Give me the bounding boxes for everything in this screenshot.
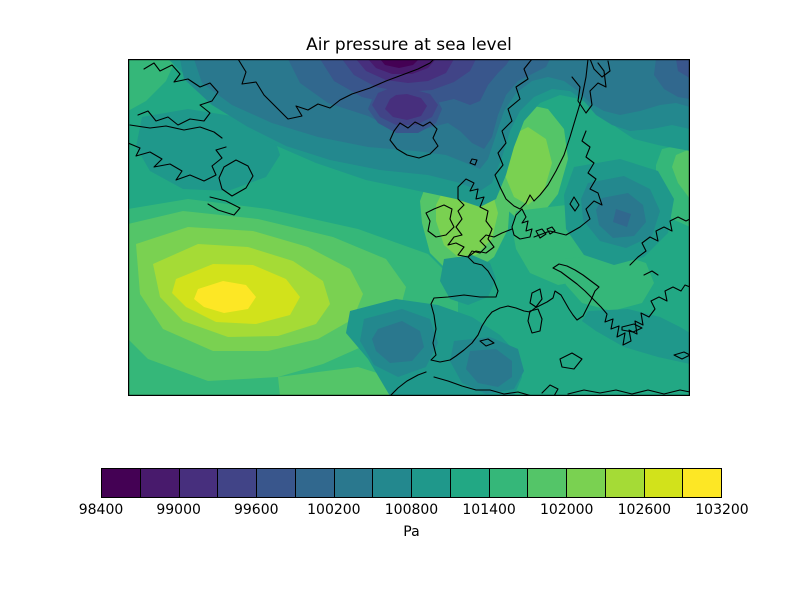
coastline-morocco xyxy=(389,371,427,396)
colorbar-tick-label: 98400 xyxy=(78,502,124,518)
contour-region xyxy=(194,281,256,313)
coastline-labrador xyxy=(128,142,227,182)
coastline-sicily xyxy=(559,352,583,370)
contour-region xyxy=(372,321,424,363)
colorbar-segment xyxy=(178,469,218,497)
coastline-denmark xyxy=(511,208,533,240)
colorbar-segment xyxy=(294,469,334,497)
colorbar-segment xyxy=(333,469,373,497)
colorbar-unit-label: Pa xyxy=(403,524,420,540)
colorbar-segment xyxy=(411,469,450,497)
contour-region xyxy=(613,209,631,227)
map-border xyxy=(128,59,690,396)
contour-region xyxy=(380,59,419,68)
colorbar-tick-label: 103200 xyxy=(695,502,749,518)
colorbar-segment xyxy=(682,469,721,497)
colorbar xyxy=(101,468,722,498)
contour-region xyxy=(385,94,427,120)
contour-region xyxy=(440,255,496,305)
colorbar-tick-label: 99000 xyxy=(156,502,201,518)
coastline-tunisia xyxy=(541,384,559,396)
coastline-ireland xyxy=(425,204,455,238)
coastline-newfoundland xyxy=(218,159,254,197)
contour-region xyxy=(582,309,690,364)
contour-region xyxy=(278,367,396,396)
colorbar-tick-label: 102600 xyxy=(617,502,672,518)
coastline-canada-arctic xyxy=(137,62,219,126)
colorbar-segment xyxy=(217,469,256,497)
contour-region xyxy=(128,59,176,111)
coastline-gotland xyxy=(569,196,580,212)
coastline-greenland xyxy=(237,59,435,120)
colorbar-segment xyxy=(139,469,179,497)
colorbar-tick-label: 99600 xyxy=(233,502,279,518)
contour-region xyxy=(676,59,690,79)
colorbar-segment xyxy=(449,469,489,497)
coastline-nova-scotia xyxy=(207,196,241,216)
colorbar-tick-label: 102000 xyxy=(540,502,594,518)
coastline-black-sea xyxy=(629,216,690,266)
pressure-map xyxy=(128,59,690,396)
colorbar-tick-label: 100200 xyxy=(307,502,361,518)
coastline-cyprus xyxy=(673,351,690,360)
coastline-balearics xyxy=(479,338,495,347)
contour-region xyxy=(672,149,690,199)
contour-region xyxy=(136,109,280,191)
coastlines xyxy=(128,59,690,396)
colorbar-segment xyxy=(372,469,411,497)
coastline-north-africa-west xyxy=(433,376,533,396)
colorbar-tick-label: 101400 xyxy=(462,502,516,518)
colorbar-tick-label: 100800 xyxy=(384,502,439,518)
coastline-kanin xyxy=(589,59,611,78)
colorbar-ticks: 98400 99000 99600 100200 100800 101400 102000 1… xyxy=(79,502,749,519)
coastline-iceland xyxy=(389,121,439,159)
colorbar-segment xyxy=(102,469,140,497)
colorbar-segment xyxy=(488,469,528,497)
colorbar-segment xyxy=(527,469,566,497)
coastline-corsica xyxy=(529,288,543,308)
coastline-sardinia xyxy=(527,308,543,334)
coastline-shetland xyxy=(469,158,478,166)
coastline-white-sea xyxy=(571,62,607,114)
coastline-north-africa-east xyxy=(567,389,690,395)
plot-title: Air pressure at sea level xyxy=(306,35,512,55)
colorbar-segment xyxy=(604,469,644,497)
contour-region xyxy=(560,253,654,311)
coastline-bosphorus xyxy=(643,270,659,276)
coastline-gulf-north-shore xyxy=(129,124,223,139)
colorbar-segment xyxy=(566,469,605,497)
coastline-baltic xyxy=(533,130,603,238)
coastline-europe-mainland xyxy=(430,228,690,363)
colorbar-segment xyxy=(256,469,295,497)
coastline-crete xyxy=(621,323,643,333)
colorbar-segment xyxy=(643,469,683,497)
contour-region xyxy=(466,349,512,387)
coastline-scandinavia xyxy=(494,59,589,210)
